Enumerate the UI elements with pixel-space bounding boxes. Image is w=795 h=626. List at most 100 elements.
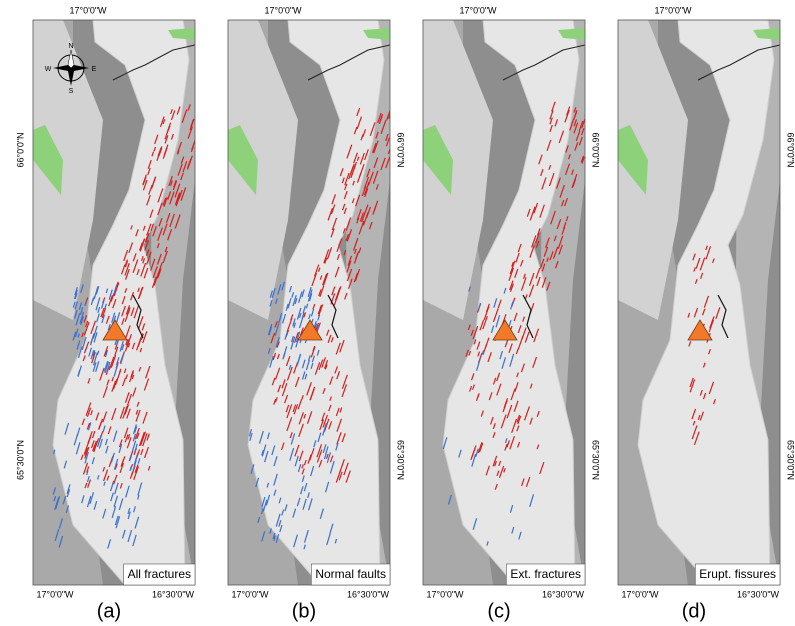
fracture — [480, 410, 484, 417]
fracture — [142, 411, 148, 424]
fracture — [136, 401, 140, 407]
fracture — [316, 349, 320, 356]
fracture — [324, 364, 328, 370]
fracture — [269, 355, 274, 368]
fracture — [548, 172, 555, 187]
caption-box — [694, 563, 781, 586]
fracture — [314, 264, 320, 277]
fracture — [543, 246, 549, 257]
fracture — [157, 227, 163, 241]
fracture — [118, 498, 124, 511]
fracture — [301, 371, 306, 380]
fracture — [113, 282, 120, 297]
fracture — [280, 442, 285, 451]
fracture — [319, 419, 325, 431]
fracture — [131, 374, 135, 380]
fracture — [298, 450, 304, 462]
fracture — [549, 110, 554, 120]
fracture — [575, 130, 581, 141]
fracture — [705, 246, 712, 260]
fracture — [499, 350, 503, 360]
fracture — [132, 506, 136, 513]
fracture — [353, 126, 358, 135]
fracture — [506, 404, 513, 419]
fracture — [125, 374, 128, 380]
fissure — [327, 294, 339, 339]
fracture — [197, 108, 201, 119]
fracture — [139, 242, 143, 251]
fracture — [709, 318, 714, 329]
fracture — [130, 307, 135, 317]
fracture — [301, 475, 305, 482]
fracture — [123, 249, 129, 262]
fracture — [144, 236, 148, 243]
fracture — [81, 336, 87, 350]
study-area — [52, 20, 190, 585]
fracture — [300, 486, 304, 495]
fracture — [326, 247, 333, 260]
fracture — [86, 470, 89, 476]
side-coordinate: 65°30'0"N — [396, 440, 406, 480]
fracture — [151, 276, 157, 289]
fracture — [330, 228, 335, 238]
fracture — [96, 350, 100, 356]
fracture — [327, 334, 332, 343]
fracture — [281, 382, 288, 397]
fracture — [687, 312, 691, 318]
fracture — [121, 317, 125, 326]
fracture — [548, 164, 552, 170]
fracture — [497, 299, 502, 309]
fracture — [113, 495, 119, 508]
side-coordinate: 66°0'0"N — [396, 132, 406, 167]
fracture — [114, 346, 119, 356]
fracture — [517, 441, 521, 448]
fracture — [566, 106, 571, 116]
fracture — [274, 323, 280, 336]
fracture — [284, 332, 288, 340]
fracture — [691, 408, 697, 420]
fracture — [174, 214, 181, 229]
fracture — [345, 233, 350, 242]
fracture — [514, 382, 519, 392]
fracture — [504, 438, 508, 444]
fracture — [347, 255, 353, 266]
fracture — [169, 191, 175, 205]
fracture — [569, 118, 575, 131]
lake — [618, 125, 648, 195]
fracture — [158, 217, 163, 227]
fracture — [319, 508, 324, 520]
fracture — [313, 440, 317, 448]
fracture — [257, 516, 261, 524]
fracture — [573, 107, 577, 113]
fracture — [275, 337, 280, 348]
panel-letter: (c) — [487, 600, 510, 622]
fracture — [573, 119, 578, 127]
fracture — [524, 294, 528, 299]
fracture — [368, 221, 373, 230]
fracture — [115, 312, 121, 323]
fracture — [103, 469, 109, 482]
fracture — [702, 362, 706, 368]
caption-box — [123, 563, 196, 586]
fracture — [358, 163, 365, 178]
fracture — [204, 108, 206, 114]
caption-box — [311, 563, 391, 586]
fracture — [276, 353, 280, 360]
fracture — [477, 441, 483, 454]
fracture — [262, 499, 268, 512]
panel-letter: (a) — [97, 600, 121, 622]
fracture — [134, 464, 139, 473]
fracture — [127, 507, 131, 515]
fracture — [261, 450, 264, 456]
fracture — [356, 116, 363, 130]
fracture — [140, 262, 147, 277]
fracture — [353, 272, 359, 283]
fracture — [573, 122, 579, 134]
fracture — [275, 513, 281, 527]
fracture — [301, 395, 304, 400]
fracture — [286, 404, 293, 419]
fracture — [130, 291, 135, 301]
fracture — [504, 443, 508, 451]
fracture — [115, 516, 121, 529]
caption-box — [506, 563, 586, 586]
